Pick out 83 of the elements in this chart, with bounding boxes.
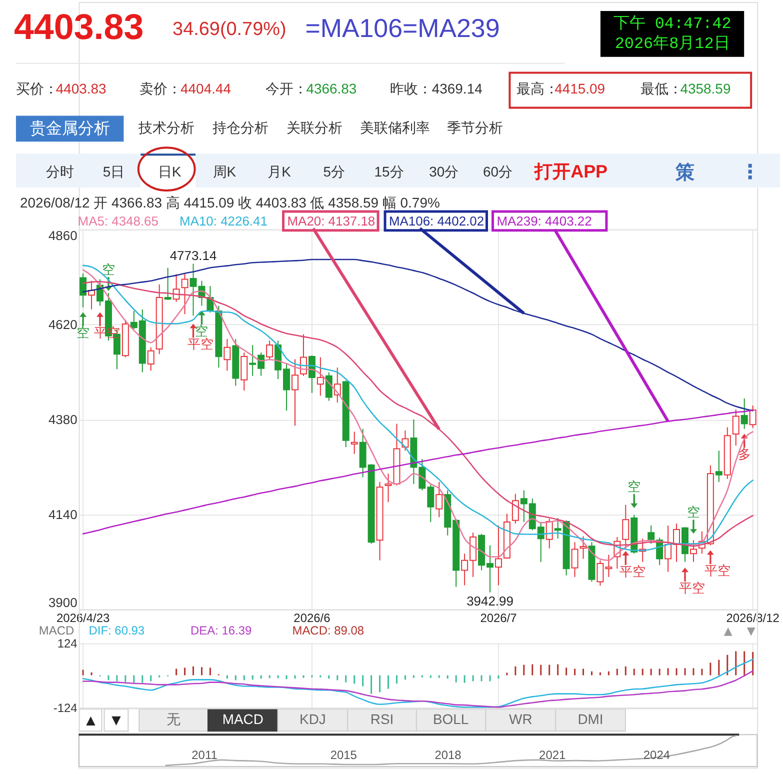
y-tick-label: -124 (53, 701, 78, 716)
text: WR (509, 711, 532, 728)
data-label: 空 (102, 262, 115, 278)
text: ▼ (746, 624, 756, 638)
data-label: 平空 (679, 580, 706, 596)
text: 5日 (102, 164, 125, 180)
data-label: 空 (686, 504, 700, 520)
text: 4403.83 (14, 6, 144, 47)
text: 34.69(0.79%) (172, 18, 286, 40)
data-label: 多 (738, 446, 751, 462)
text: 贵金属分析 (30, 120, 110, 138)
x-tick-label: 2026/8/12 (726, 610, 780, 625)
x-tick-label: 2011 (192, 748, 218, 762)
text: 分时 (46, 164, 74, 180)
text: 下午 04:47:42 (613, 14, 732, 33)
text: 4366.83 (306, 80, 357, 97)
text: ▲ (86, 713, 96, 728)
text: ▼ (112, 713, 122, 728)
text: 4403.83 (56, 80, 107, 97)
text: 30分 (429, 164, 459, 180)
y-tick-label: 4140 (48, 506, 78, 522)
text: MA106: 4402.02 (389, 213, 484, 228)
text: 4415.09 (554, 80, 606, 97)
x-tick-label: 2021 (539, 748, 566, 762)
text: 日K (158, 164, 182, 180)
text: 季节分析 (446, 120, 503, 136)
text: 60分 (482, 164, 512, 180)
x-tick-label: 2026/6 (294, 610, 331, 625)
text: MA10: 4226.41 (180, 213, 268, 228)
text: 周K (212, 164, 237, 180)
text: 15分 (374, 164, 404, 180)
data-label: 空 (76, 325, 90, 340)
text: RSI (370, 711, 394, 728)
data-label: 平空 (704, 563, 730, 578)
line-series (82, 670, 754, 708)
text: 持仓分析 (212, 120, 268, 136)
text: 关联分析 (286, 120, 342, 136)
text: 4369.14 (432, 80, 483, 97)
text: ▲ (724, 624, 733, 638)
text: MA239: 4403.22 (496, 213, 592, 228)
y-tick-label: 124 (57, 636, 78, 650)
y-tick-label: 4620 (48, 316, 78, 332)
text: DMI (578, 711, 604, 728)
text: MACD (222, 711, 264, 728)
x-tick-label: 2024 (643, 748, 670, 762)
text: 美联储利率 (360, 120, 430, 136)
text: BOLL (433, 711, 469, 728)
text: 4358.59 (680, 80, 731, 97)
text: MACD: 89.08 (292, 623, 364, 638)
chart-title: 2026/08/12 开 4366.83 高 4415.09 收 4403.83 低 4358.59 幅 0.79% (20, 194, 440, 210)
data-label: 空 (628, 478, 641, 494)
data-label: 空 (195, 324, 208, 339)
text: 今开： (265, 80, 308, 97)
text: 策 (674, 162, 695, 184)
y-tick-label: 3900 (48, 594, 78, 610)
data-label: 平空 (620, 564, 646, 579)
text: DIF: 60.93 (88, 623, 145, 638)
text: 5分 (323, 164, 346, 180)
text: 2026年8月12日 (614, 34, 730, 53)
text: DEA: 16.39 (190, 623, 252, 638)
text: 卖价： (140, 80, 182, 97)
text: ⋮ (740, 160, 760, 184)
text: MA20: 4137.18 (287, 213, 376, 228)
y-tick-label: 4380 (48, 412, 78, 427)
line-series (82, 658, 754, 708)
text: =MA106=MA239 (305, 14, 500, 43)
x-tick-label: 2015 (330, 748, 358, 762)
annotation: 4773.14 (170, 248, 217, 263)
text: 昨收： (390, 80, 432, 97)
text: KDJ (300, 711, 326, 728)
text: 打开APP (534, 162, 608, 182)
x-tick-label: 2026/7 (480, 610, 518, 625)
chart-title: MACD (38, 623, 74, 638)
x-tick-label: 2026/4/23 (56, 610, 110, 625)
data-label: 平空 (187, 336, 214, 352)
x-tick-label: 2018 (434, 748, 462, 762)
annotation: 3942.99 (466, 593, 514, 608)
text: 技术分析 (138, 120, 195, 136)
text: 无 (166, 711, 181, 728)
y-tick-label: 4860 (48, 228, 78, 243)
text: 4404.44 (180, 80, 232, 97)
text: 月K (268, 164, 292, 180)
text: MA5: 4348.65 (78, 213, 158, 228)
